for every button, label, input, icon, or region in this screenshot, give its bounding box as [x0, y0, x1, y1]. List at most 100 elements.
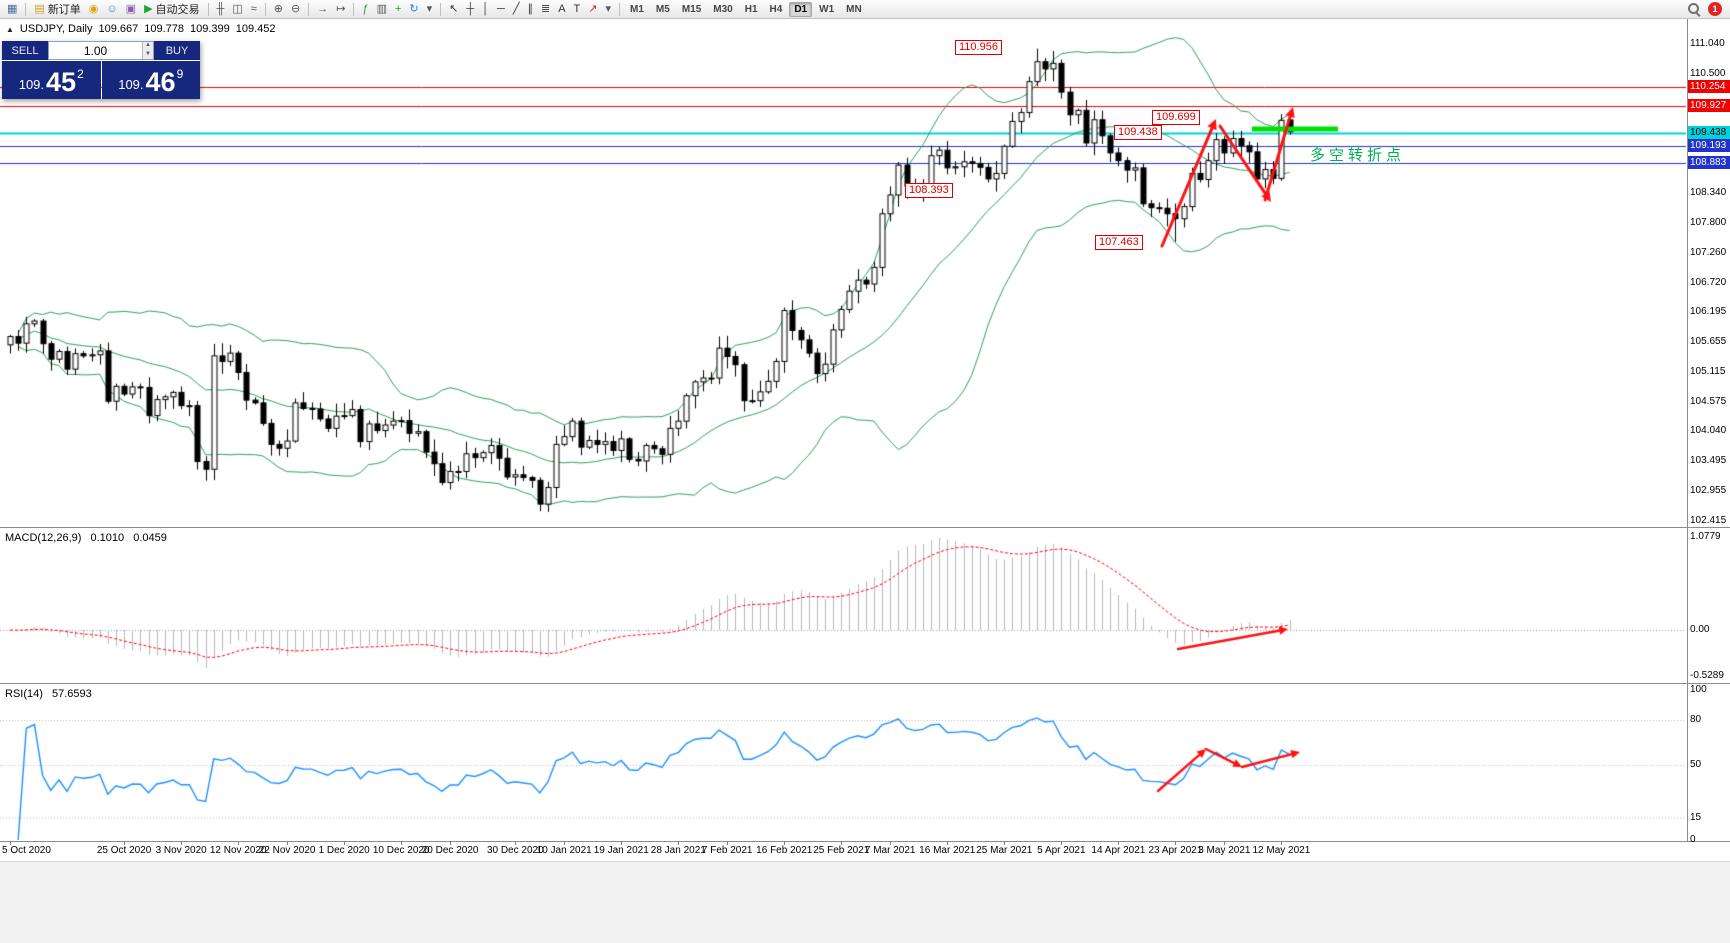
arrows-dropdown-icon: ▾: [605, 2, 612, 15]
date-axis-label: 10 Jan 2021: [536, 845, 592, 856]
price-axis-tick: 108.340: [1690, 187, 1727, 199]
indicators-icon: ƒ: [362, 2, 369, 15]
cursor-button[interactable]: ↖: [445, 0, 462, 19]
volume-up-icon[interactable]: ▲: [142, 42, 153, 51]
date-axis-tick-mark: [181, 841, 183, 845]
timeframe-h1-button[interactable]: H1: [744, 3, 758, 15]
chart-shift-button[interactable]: ↦: [332, 0, 349, 19]
horizontal-line-button[interactable]: ─: [493, 0, 509, 19]
new-chart-plus-button[interactable]: +: [391, 0, 405, 19]
rsi-label: RSI(14): [5, 688, 43, 700]
text-label-icon: T: [573, 2, 581, 15]
date-axis-label: 30 Dec 2020: [486, 845, 544, 856]
search-icon[interactable]: [1687, 2, 1701, 16]
economic-calendar-button[interactable]: ◉: [85, 0, 103, 19]
community-button[interactable]: ☺: [102, 0, 121, 19]
crosshair-button[interactable]: ┼: [462, 0, 478, 19]
zoom-out-button[interactable]: ⊖: [287, 0, 304, 19]
date-axis-label: 19 Jan 2021: [593, 845, 649, 856]
date-axis-label: 7 Feb 2021: [701, 845, 753, 856]
notification-badge[interactable]: 1: [1708, 2, 1722, 16]
price-annotation[interactable]: 109.438: [1114, 125, 1162, 140]
bar-chart-mode-button[interactable]: ╫: [213, 0, 229, 19]
date-axis-tick-mark: [124, 841, 126, 845]
panel-separator-rsi[interactable]: [0, 683, 1730, 684]
equidistant-channel-button[interactable]: ∥: [523, 0, 537, 19]
date-axis-label: 16 Feb 2021: [756, 845, 813, 856]
price-axis-tick: 103.495: [1690, 455, 1727, 467]
price-axis-tick: 107.260: [1690, 247, 1727, 259]
date-axis-tick-mark: [1224, 841, 1226, 845]
panel-separator-macd[interactable]: [0, 527, 1730, 528]
sell-price-button[interactable]: 109. 45 2: [2, 61, 101, 99]
bottom-empty-area: [0, 861, 1730, 943]
date-axis-label: 25 Mar 2021: [976, 845, 1033, 856]
arrows-tool-button[interactable]: ↗: [584, 0, 601, 19]
auto-scroll-button[interactable]: →: [313, 0, 332, 19]
candlestick-mode-button[interactable]: ◫: [228, 0, 246, 19]
timeframe-m1-button[interactable]: M1: [630, 3, 644, 15]
new-order-button[interactable]: ▤ 新订单: [30, 0, 84, 19]
cursor-icon: ↖: [449, 2, 459, 15]
price-annotation[interactable]: 109.699: [1152, 110, 1200, 125]
annotation-turning-point-text[interactable]: 多空转折点: [1310, 147, 1406, 164]
date-axis-tick-mark: [621, 841, 623, 845]
macd-panel-title: MACD(12,26,9) 0.1010 0.0459: [5, 532, 167, 544]
timeframe-m5-button[interactable]: M5: [655, 3, 670, 15]
bar-chart-mode-icon: ╫: [216, 2, 225, 15]
price-level-label: 110.254: [1688, 80, 1730, 94]
text-button[interactable]: A: [554, 0, 569, 19]
trendline-button[interactable]: ╱: [509, 0, 524, 19]
vertical-line-button[interactable]: │: [478, 0, 493, 19]
timeframe-d1-button[interactable]: D1: [789, 1, 813, 17]
crosshair-icon: ┼: [466, 2, 475, 15]
date-axis-label: 23 Apr 2021: [1148, 845, 1203, 856]
auto-trading-button[interactable]: ▶ 自动交易: [140, 0, 203, 19]
price-annotation[interactable]: 110.956: [955, 40, 1002, 55]
volume-down-icon[interactable]: ▼: [142, 50, 153, 59]
volume-input[interactable]: [49, 42, 142, 59]
new-order-label: 新订单: [47, 4, 81, 16]
price-annotation[interactable]: 108.393: [905, 183, 953, 198]
fibonacci-button[interactable]: ≣: [537, 0, 554, 19]
rsi-axis-tick: 80: [1690, 714, 1702, 725]
ohlc-open: 109.667: [98, 23, 139, 35]
date-axis-tick-mark: [1004, 841, 1006, 845]
arrows-dropdown-button[interactable]: ▾: [601, 0, 615, 19]
tile-windows-button[interactable]: ▥: [373, 0, 391, 19]
date-axis-tick-mark: [344, 841, 346, 845]
fibonacci-icon: ≣: [540, 2, 551, 15]
price-level-label: 108.883: [1688, 156, 1730, 170]
market-button[interactable]: ▣: [122, 0, 140, 19]
date-axis-border: [0, 841, 1730, 842]
timeframe-mn-button[interactable]: MN: [846, 3, 862, 15]
ohlc-high: 109.778: [144, 23, 184, 35]
date-axis-tick-mark: [1061, 841, 1063, 845]
refresh-button[interactable]: ↻: [405, 0, 422, 19]
sell-price-big: 45: [46, 67, 77, 97]
date-axis-label: 3 Nov 2020: [155, 845, 207, 856]
ohlc-close: 109.452: [235, 23, 276, 35]
timeframe-h4-button[interactable]: H4: [769, 3, 783, 15]
timeframe-w1-button[interactable]: W1: [819, 3, 835, 15]
vertical-line-icon: │: [482, 2, 490, 15]
line-chart-mode-button[interactable]: ≈: [247, 0, 261, 19]
templates-button[interactable]: ▾: [423, 0, 437, 19]
date-axis-label: 16 Mar 2021: [919, 845, 976, 856]
new-chart-icon: ▦: [7, 2, 18, 15]
indicators-button[interactable]: ƒ: [358, 0, 372, 19]
zoom-in-button[interactable]: ⊕: [270, 0, 287, 19]
rsi-panel-title: RSI(14) 57.6593: [5, 688, 92, 700]
new-chart-button[interactable]: ▦: [3, 0, 21, 19]
timeframe-m15-button[interactable]: M15: [681, 3, 702, 15]
text-label-button[interactable]: T: [570, 0, 585, 19]
price-annotation[interactable]: 107.463: [1095, 235, 1143, 250]
sell-label: SELL: [2, 41, 48, 60]
candlestick-mode-icon: ◫: [232, 2, 243, 15]
date-axis-label: 14 Apr 2021: [1091, 845, 1146, 856]
date-axis-label: 28 Jan 2021: [650, 845, 706, 856]
date-axis-tick-mark: [841, 841, 843, 845]
buy-price-button[interactable]: 109. 46 9: [101, 61, 200, 99]
timeframe-m30-button[interactable]: M30: [713, 3, 733, 15]
